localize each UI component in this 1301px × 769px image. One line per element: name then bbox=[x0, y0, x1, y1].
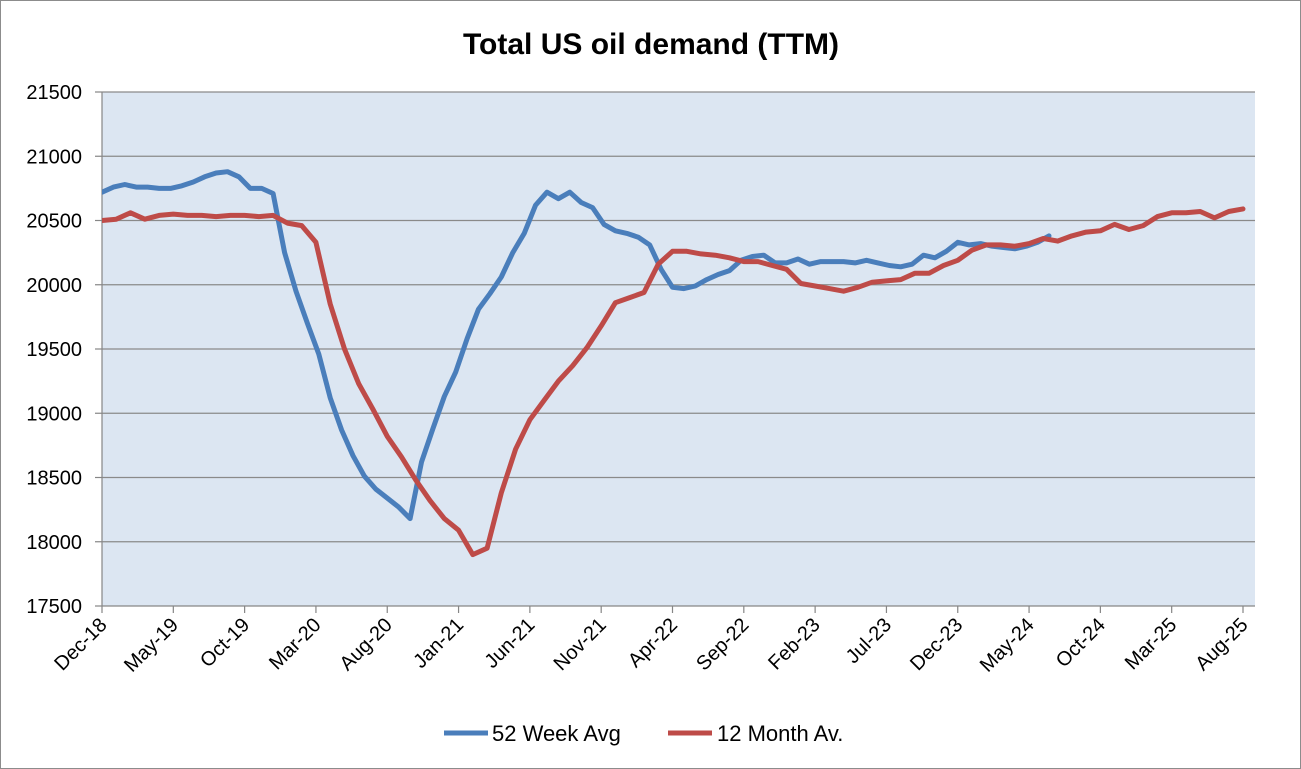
legend-label-12-month-av: 12 Month Av. bbox=[717, 721, 843, 746]
x-tick-label: Aug-25 bbox=[1191, 614, 1252, 675]
x-tick-label: May-24 bbox=[976, 614, 1039, 677]
y-tick-label: 19000 bbox=[26, 403, 82, 425]
y-tick-label: 18500 bbox=[26, 468, 82, 490]
x-tick-label: Sep-22 bbox=[692, 614, 753, 675]
y-tick-label: 20500 bbox=[26, 211, 82, 233]
x-tick-label: Nov-21 bbox=[550, 614, 611, 675]
x-tick-label: Feb-23 bbox=[764, 614, 824, 674]
x-tick-label: Oct-19 bbox=[196, 614, 254, 672]
series-lines bbox=[102, 169, 1246, 558]
x-tick-label: Mar-20 bbox=[265, 614, 325, 674]
gridlines bbox=[102, 91, 1255, 543]
x-tick-label: Jun-21 bbox=[481, 614, 540, 673]
y-tick-label: 20000 bbox=[26, 275, 82, 297]
series-line-52-week-avg bbox=[102, 169, 1052, 522]
chart-title: Total US oil demand (TTM) bbox=[463, 28, 839, 61]
legend-label-52-week-avg: 52 Week Avg bbox=[492, 721, 621, 746]
x-tick-label: Jan-21 bbox=[409, 614, 468, 673]
y-tick-label: 17500 bbox=[26, 596, 82, 618]
y-tick-label: 21000 bbox=[26, 146, 82, 168]
x-tick-label: Mar-25 bbox=[1121, 614, 1181, 674]
x-tick-label: Oct-24 bbox=[1052, 614, 1110, 672]
x-tick-label: Aug-20 bbox=[336, 614, 397, 675]
legend: 52 Week Avg 12 Month Av. bbox=[444, 721, 843, 746]
series-line-12-month-av bbox=[102, 206, 1246, 558]
x-tick-label: May-19 bbox=[120, 614, 183, 677]
y-tick-label: 18000 bbox=[26, 532, 82, 554]
x-tick-label: Apr-22 bbox=[624, 614, 682, 672]
x-tick-label: Dec-18 bbox=[50, 614, 111, 675]
x-tick-label: Dec-23 bbox=[906, 614, 967, 675]
x-tick-label: Jul-23 bbox=[842, 614, 896, 668]
y-tick-label: 19500 bbox=[26, 339, 82, 361]
y-tick-label: 21500 bbox=[26, 82, 82, 104]
